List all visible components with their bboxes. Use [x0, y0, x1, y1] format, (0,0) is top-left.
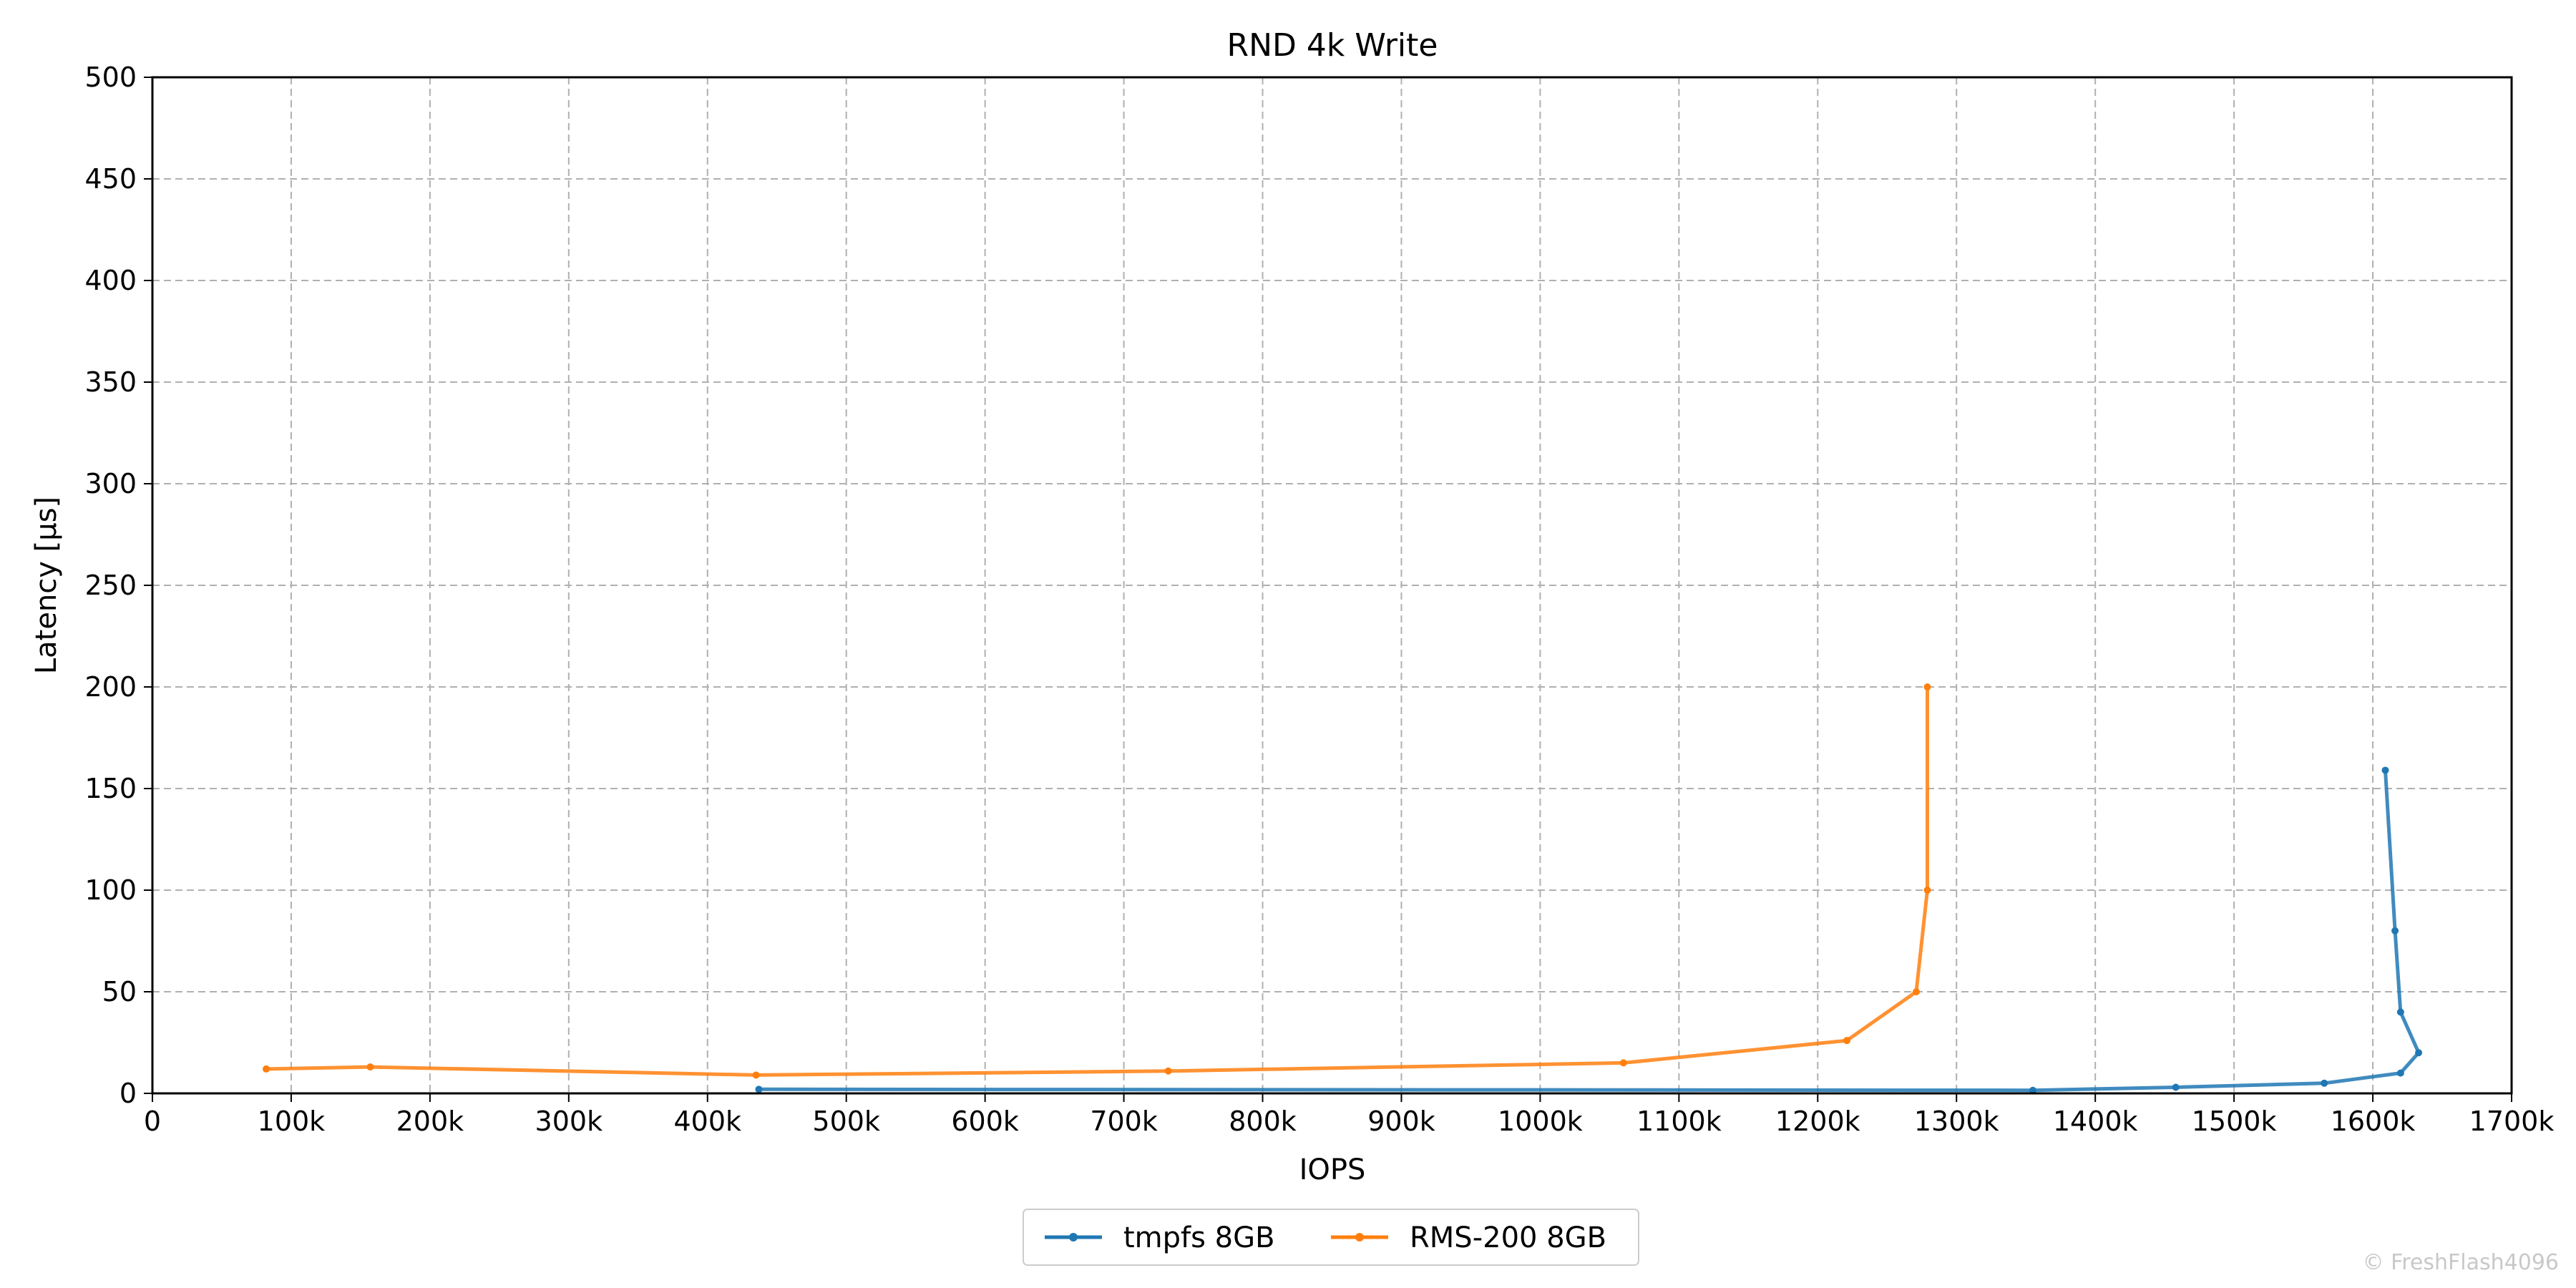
legend-marker — [1355, 1233, 1364, 1241]
y-axis: 0 50 100 150 200 250 300 350 400 450 500 — [84, 62, 152, 1109]
data-point — [2391, 927, 2399, 935]
data-point — [2172, 1083, 2180, 1091]
series-0 — [755, 766, 2423, 1094]
y-axis-label: Latency [µs] — [30, 497, 63, 674]
data-point — [1843, 1037, 1851, 1045]
data-point — [1619, 1059, 1627, 1067]
x-tick-label: 500k — [812, 1106, 880, 1137]
data-point — [2396, 1008, 2404, 1016]
legend-item: RMS-200 8GB — [1331, 1221, 1606, 1254]
y-tick-label: 150 — [84, 773, 137, 804]
series-line — [265, 687, 1929, 1077]
chart-title: RND 4k Write — [1227, 27, 1438, 64]
x-tick-label: 1700k — [2469, 1106, 2555, 1137]
y-tick-label: 250 — [84, 570, 137, 601]
x-tick-label: 0 — [144, 1106, 161, 1137]
x-tick-label: 400k — [673, 1106, 741, 1137]
data-point — [263, 1065, 270, 1073]
y-tick-label: 100 — [84, 874, 137, 906]
grid — [152, 77, 2512, 1094]
data-point — [2381, 766, 2389, 774]
series-line — [758, 770, 2421, 1093]
data-point — [2321, 1079, 2328, 1087]
x-tick-label: 800k — [1229, 1106, 1297, 1137]
data-point — [1923, 887, 1931, 894]
data-point — [1164, 1067, 1172, 1075]
y-tick-label: 0 — [119, 1078, 137, 1109]
x-tick-label: 1500k — [2192, 1106, 2277, 1137]
data-point — [1912, 988, 1920, 995]
legend-marker — [1069, 1233, 1078, 1241]
x-tick-label: 700k — [1090, 1106, 1158, 1137]
series-layer — [263, 683, 2423, 1094]
watermark: © FreshFlash4096 — [2362, 1250, 2559, 1275]
y-tick-label: 500 — [84, 62, 137, 93]
x-tick-label: 300k — [535, 1106, 603, 1137]
y-tick-label: 350 — [84, 366, 137, 398]
data-point — [755, 1085, 763, 1093]
legend: tmpfs 8GB RMS-200 8GB — [1023, 1209, 1639, 1266]
x-tick-label: 1400k — [2053, 1106, 2138, 1137]
x-tick-label: 200k — [396, 1106, 464, 1137]
x-tick-label: 1100k — [1636, 1106, 1722, 1137]
y-tick-label: 50 — [102, 976, 137, 1008]
x-axis: 0 100k 200k 300k 400k 500k 600k 700k 800k 900k 100… — [144, 1093, 2554, 1137]
y-tick-label: 200 — [84, 671, 137, 703]
data-point — [1923, 683, 1931, 691]
x-tick-label: 600k — [951, 1106, 1019, 1137]
data-point — [366, 1063, 374, 1071]
x-tick-label: 1300k — [1914, 1106, 1999, 1137]
x-tick-label: 100k — [258, 1106, 326, 1137]
legend-label: RMS-200 8GB — [1410, 1221, 1606, 1254]
x-tick-label: 900k — [1367, 1106, 1435, 1137]
x-tick-label: 1000k — [1498, 1106, 1583, 1137]
data-point — [2415, 1049, 2423, 1057]
legend-item: tmpfs 8GB — [1045, 1221, 1275, 1254]
data-point — [2396, 1069, 2404, 1077]
data-point — [752, 1071, 760, 1079]
x-axis-label: IOPS — [1299, 1153, 1366, 1186]
y-tick-label: 450 — [84, 163, 137, 195]
y-tick-label: 400 — [84, 265, 137, 296]
legend-label: tmpfs 8GB — [1123, 1221, 1275, 1254]
x-tick-label: 1600k — [2331, 1106, 2416, 1137]
y-tick-label: 300 — [84, 468, 137, 499]
data-point — [2029, 1086, 2036, 1094]
x-tick-label: 1200k — [1775, 1106, 1860, 1137]
series-1 — [263, 683, 1931, 1079]
